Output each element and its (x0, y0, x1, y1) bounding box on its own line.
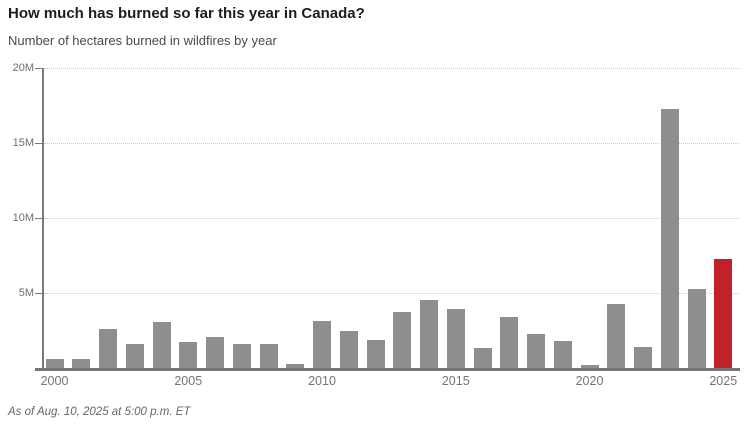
bar-2022 (634, 347, 652, 368)
chart-title: How much has burned so far this year in … (8, 5, 365, 22)
bar-2002 (99, 329, 117, 368)
bar-2023 (660, 108, 679, 368)
x-tick-label-2015: 2015 (441, 374, 470, 388)
bar-2012 (366, 339, 385, 368)
bar-2013 (393, 311, 412, 368)
y-tick-label-20M: 20M (12, 62, 34, 74)
gridline-10M (44, 217, 740, 219)
bar-2006 (206, 337, 224, 368)
bar-2003 (125, 344, 144, 368)
bar-2018 (527, 334, 545, 368)
y-axis-tick-15M (35, 143, 44, 144)
highlight-bar-2025 (714, 258, 733, 368)
x-tick-label-2020: 2020 (575, 374, 604, 388)
bar-2010 (313, 320, 331, 368)
y-tick-label-10M: 10M (12, 212, 34, 224)
gridline-15M (44, 142, 740, 144)
bar-2011 (339, 330, 358, 368)
bar-2015 (446, 308, 465, 368)
bar-2019 (553, 341, 572, 368)
gridline-20M (44, 67, 740, 69)
bar-2014 (420, 299, 438, 368)
x-tick-label-2005: 2005 (174, 374, 203, 388)
y-axis-tick-10M (35, 218, 44, 219)
bar-2009 (286, 364, 305, 368)
bar-2008 (259, 344, 278, 368)
gridline-5M (44, 292, 740, 294)
bar-2016 (473, 347, 492, 368)
bar-2005 (179, 341, 198, 368)
bar-2000 (45, 359, 64, 368)
x-axis-line (35, 368, 740, 371)
x-tick-label-2000: 2000 (40, 374, 69, 388)
y-axis-tick-20M (35, 68, 44, 69)
y-tick-label-5M: 5M (18, 287, 34, 299)
bar-2007 (232, 344, 251, 368)
bar-2020 (580, 365, 599, 368)
chart-subtitle: Number of hectares burned in wildfires b… (8, 33, 277, 48)
bar-2004 (152, 321, 171, 368)
bar-2024 (687, 288, 706, 368)
y-axis-tick-5M (35, 293, 44, 294)
chart-footnote: As of Aug. 10, 2025 at 5:00 p.m. ET (8, 406, 191, 418)
y-axis-line (42, 68, 44, 368)
bar-2017 (500, 317, 519, 368)
bar-2021 (607, 304, 626, 368)
bar-2001 (72, 359, 91, 368)
x-tick-label-2010: 2010 (308, 374, 336, 388)
y-tick-label-15M: 15M (12, 137, 34, 149)
x-tick-label-2025: 2025 (709, 374, 738, 388)
